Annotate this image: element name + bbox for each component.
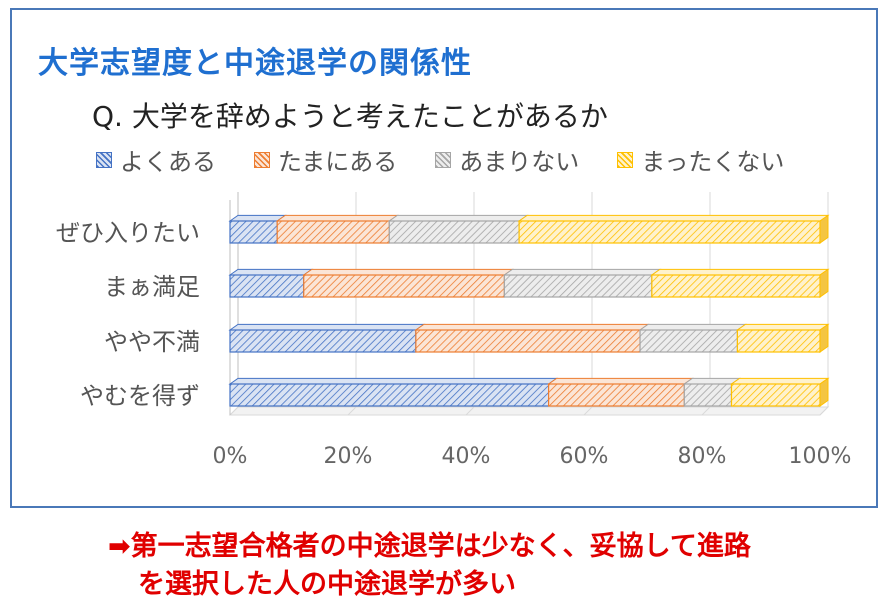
legend-label: よくある (120, 148, 216, 176)
x-tick-label: 0% (213, 444, 248, 469)
category-label: やむを得ず (80, 382, 200, 410)
bar-top-face (502, 268, 662, 276)
x-tick-label: 40% (442, 444, 491, 469)
conclusion-line-1: 第一志望合格者の中途退学は少なく、妥協して進路 (130, 531, 751, 562)
bar-top-face (387, 214, 529, 222)
bar-side-face (819, 214, 829, 244)
page-heading: 大学志望度と中途退学の関係性 (38, 46, 472, 81)
bar-top-face (638, 323, 747, 331)
bar-top-face (517, 214, 830, 222)
bar-segment (547, 383, 685, 407)
legend-swatch-0 (96, 151, 112, 168)
x-tick-label: 60% (560, 444, 609, 469)
gridline-floor (229, 406, 239, 416)
bar-side-face (819, 323, 829, 353)
chart-floor (228, 406, 830, 416)
bar-segment (229, 220, 278, 244)
bar-segment (229, 274, 305, 298)
gridline-floor (347, 406, 357, 416)
bar-segment (651, 274, 821, 298)
chart-legend: よくある たまにある あまりない まったくない (96, 142, 784, 177)
bar-top-face (228, 323, 426, 331)
bar-segment (276, 220, 390, 244)
x-tick-label: 80% (678, 444, 727, 469)
arrow-right-icon: ➡ (108, 531, 131, 562)
bar-segment (730, 383, 821, 407)
bar-top-face (275, 214, 399, 222)
bar-top-face (414, 323, 650, 331)
bar-top-face (228, 377, 559, 385)
bar-segment (388, 220, 520, 244)
bar-segment (503, 274, 653, 298)
legend-swatch-3 (617, 151, 634, 168)
bar-segment (415, 329, 641, 353)
bar-segment (639, 329, 738, 353)
bar-top-face (302, 268, 514, 276)
legend-label: たまにある (278, 148, 398, 176)
conclusion-line-2: を選択した人の中途退学が多い (138, 569, 516, 600)
bar-segment (303, 274, 505, 298)
legend-label: あまりない (459, 148, 580, 176)
bar-top-face (729, 377, 830, 385)
bar-segment (518, 220, 821, 244)
category-label: ぜひ入りたい (56, 219, 200, 247)
bar-top-face (735, 323, 830, 331)
legend-item: あまりない (435, 142, 579, 177)
bar-segment (229, 383, 550, 407)
gridline-floor (701, 406, 711, 416)
bar-segment (229, 329, 417, 353)
bar-segment (683, 383, 733, 407)
legend-item: たまにある (254, 142, 397, 177)
gridline-floor (465, 406, 475, 416)
category-label: やや不満 (104, 328, 200, 356)
bar-top-face (682, 377, 742, 385)
legend-item: まったくない (617, 142, 784, 177)
bar-side-face (819, 268, 829, 298)
chart-title: Q. 大学を辞めようと考えたことがあるか (92, 100, 608, 133)
gridline-floor (583, 406, 593, 416)
bar-segment (736, 329, 821, 353)
x-tick-label: 20% (324, 444, 373, 469)
category-label: まぁ満足 (104, 273, 200, 301)
bar-top-face (650, 268, 830, 276)
bar-top-face (228, 214, 287, 222)
bar-side-face (819, 377, 829, 407)
bar-top-face (228, 268, 314, 276)
legend-label: まったくない (641, 148, 785, 176)
legend-swatch-2 (435, 151, 452, 168)
gridline-floor (819, 406, 829, 416)
conclusion-text: ➡第一志望合格者の中途退学は少なく、妥協して進路 を選択した人の中途退学が多い (108, 528, 878, 604)
bar-top-face (547, 377, 694, 385)
chart-panel (10, 8, 878, 508)
legend-swatch-1 (254, 151, 270, 168)
legend-item: よくある (96, 142, 216, 177)
x-tick-label: 100% (789, 444, 852, 469)
